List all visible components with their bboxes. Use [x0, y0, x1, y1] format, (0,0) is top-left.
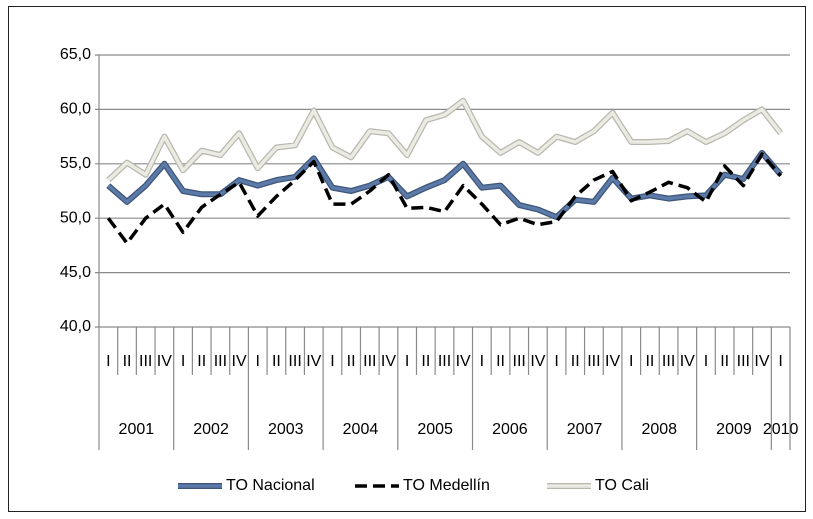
- y-tick-label: 45,0: [60, 264, 91, 281]
- x-tick-label: II: [571, 353, 580, 370]
- x-tick-label: IV: [381, 353, 396, 370]
- x-group-label: 2001: [119, 421, 155, 438]
- x-tick-label: II: [496, 353, 505, 370]
- x-tick-label: II: [645, 353, 654, 370]
- x-group-label: 2010: [763, 421, 799, 438]
- x-tick-label: IV: [530, 353, 545, 370]
- x-tick-label: II: [123, 353, 132, 370]
- y-tick-label: 55,0: [60, 155, 91, 172]
- x-tick-label: III: [587, 353, 600, 370]
- x-group-label: 2008: [641, 421, 677, 438]
- x-tick-label: I: [106, 353, 110, 370]
- x-tick-label: III: [513, 353, 526, 370]
- x-tick-label: I: [554, 353, 558, 370]
- line: [106, 152, 783, 245]
- x-tick-label: III: [139, 353, 152, 370]
- x-tick-label: I: [181, 353, 185, 370]
- y-tick-label: 40,0: [60, 318, 91, 335]
- x-tick-label: III: [214, 353, 227, 370]
- x-tick-label: I: [629, 353, 633, 370]
- x-tick-label: I: [778, 353, 782, 370]
- x-tick-label: IV: [456, 353, 471, 370]
- x-group-label: 2009: [716, 421, 752, 438]
- x-tick-label: III: [662, 353, 675, 370]
- y-tick-label: 65,0: [60, 46, 91, 63]
- x-tick-label: II: [720, 353, 729, 370]
- x-tick-label: IV: [157, 353, 172, 370]
- x-tick-label: IV: [306, 353, 321, 370]
- x-tick-label: IV: [232, 353, 247, 370]
- x-tick-label: II: [197, 353, 206, 370]
- x-group-label: 2003: [268, 421, 304, 438]
- x-tick-label: IV: [680, 353, 695, 370]
- x-tick-label: II: [347, 353, 356, 370]
- x-tick-label: I: [330, 353, 334, 370]
- x-tick-label: IV: [605, 353, 620, 370]
- x-tick-label: I: [704, 353, 708, 370]
- x-tick-label: I: [256, 353, 260, 370]
- x-tick-label: III: [438, 353, 451, 370]
- x-group-label: 2004: [343, 421, 379, 438]
- x-tick-label: III: [363, 353, 376, 370]
- x-tick-label: II: [421, 353, 430, 370]
- x-tick-label: II: [272, 353, 281, 370]
- x-tick-label: I: [405, 353, 409, 370]
- y-tick-label: 60,0: [60, 101, 91, 118]
- x-tick-label: III: [288, 353, 301, 370]
- legend-label: TO Medellín: [403, 477, 490, 494]
- legend-label: TO Cali: [595, 477, 649, 494]
- x-group-label: 2007: [567, 421, 603, 438]
- y-tick-label: 50,0: [60, 209, 91, 226]
- line: [107, 98, 783, 182]
- chart-frame: [8, 6, 806, 512]
- x-group-label: 2006: [492, 421, 528, 438]
- x-group-label: 2005: [417, 421, 453, 438]
- x-tick-label: I: [480, 353, 484, 370]
- legend-label: TO Nacional: [226, 477, 315, 494]
- x-group-label: 2002: [193, 421, 229, 438]
- x-tick-label: III: [737, 353, 750, 370]
- x-tick-label: IV: [754, 353, 769, 370]
